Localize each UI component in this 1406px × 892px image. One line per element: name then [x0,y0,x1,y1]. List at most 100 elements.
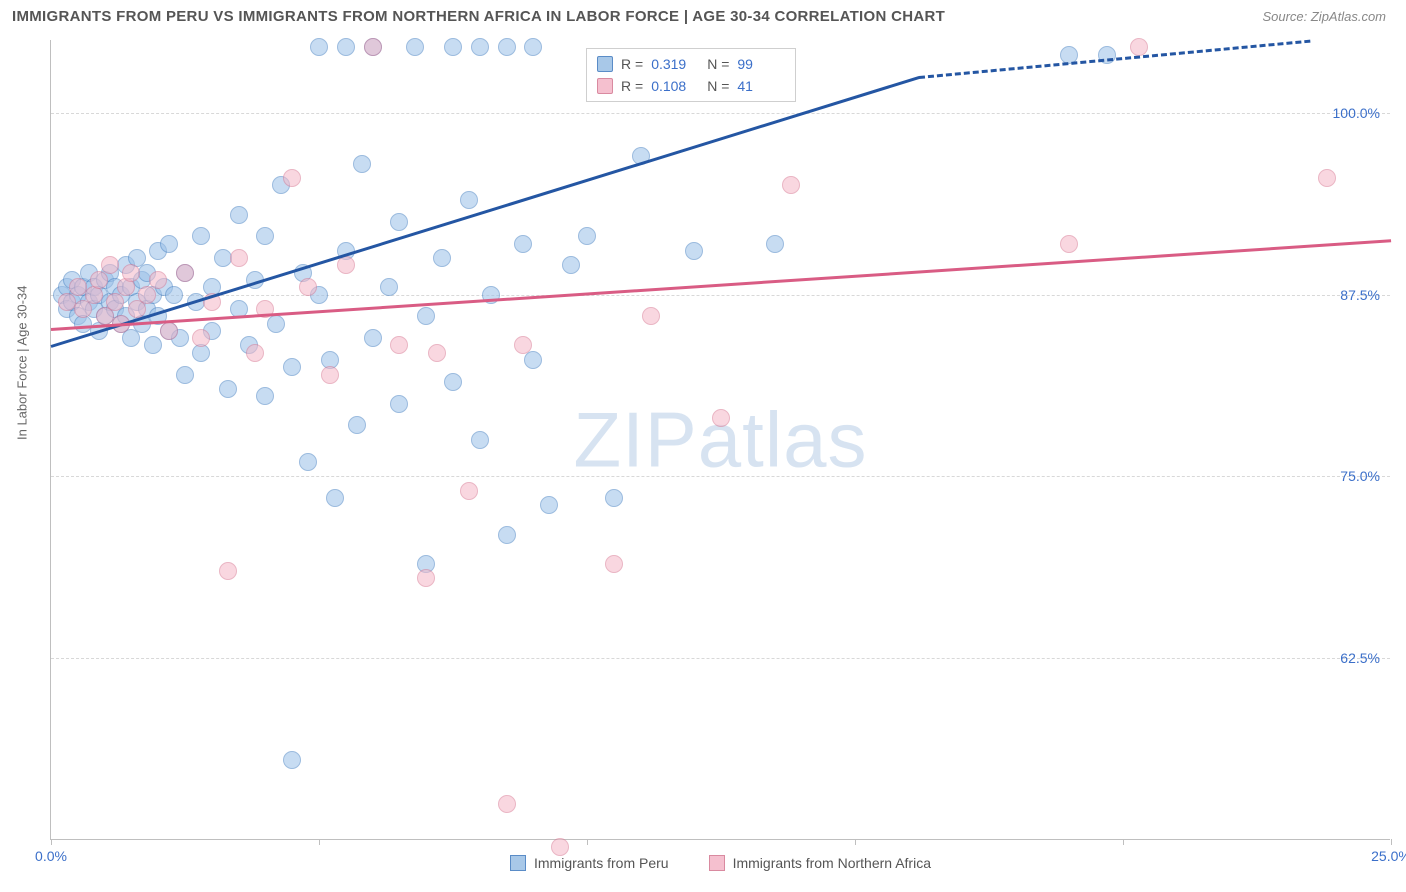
legend-item-b: Immigrants from Northern Africa [709,855,931,871]
data-point [326,489,344,507]
data-point [471,38,489,56]
n-value-b: 41 [737,75,785,97]
data-point [353,155,371,173]
ytick-label: 87.5% [1340,287,1380,303]
data-point [766,235,784,253]
data-point [256,387,274,405]
ytick-label: 62.5% [1340,650,1380,666]
xtick [855,839,856,845]
data-point [712,409,730,427]
legend-swatch-b [709,855,725,871]
plot-area: ZIPatlas R = 0.319 N = 99 R = 0.108 N = … [50,40,1390,840]
bottom-legend: Immigrants from Peru Immigrants from Nor… [51,855,1390,871]
stats-row-series-b: R = 0.108 N = 41 [597,75,785,97]
data-point [498,795,516,813]
y-axis-label: In Labor Force | Age 30-34 [15,286,30,440]
n-label: N = [707,53,729,75]
data-point [219,380,237,398]
data-point [176,264,194,282]
r-value-a: 0.319 [651,53,699,75]
data-point [337,256,355,274]
stats-row-series-a: R = 0.319 N = 99 [597,53,785,75]
chart-container: In Labor Force | Age 30-34 ZIPatlas R = … [30,40,1390,840]
data-point [390,213,408,231]
data-point [256,227,274,245]
legend-item-a: Immigrants from Peru [510,855,669,871]
data-point [1318,169,1336,187]
data-point [230,206,248,224]
data-point [498,526,516,544]
gridline [51,113,1390,114]
data-point [540,496,558,514]
data-point [460,482,478,500]
data-point [685,242,703,260]
data-point [433,249,451,267]
data-point [578,227,596,245]
xtick [587,839,588,845]
data-point [310,38,328,56]
data-point [160,235,178,253]
data-point [348,416,366,434]
data-point [283,358,301,376]
data-point [246,344,264,362]
data-point [551,838,569,856]
data-point [267,315,285,333]
data-point [605,489,623,507]
data-point [782,176,800,194]
data-point [498,38,516,56]
data-point [165,286,183,304]
xtick-label: 25.0% [1371,848,1406,864]
data-point [283,169,301,187]
data-point [471,431,489,449]
r-label: R = [621,53,643,75]
data-point [192,227,210,245]
xtick [1123,839,1124,845]
legend-swatch-a [510,855,526,871]
data-point [444,38,462,56]
gridline [51,295,1390,296]
legend-label-a: Immigrants from Peru [534,855,669,871]
gridline [51,658,1390,659]
data-point [417,307,435,325]
data-point [444,373,462,391]
data-point [605,555,623,573]
data-point [299,278,317,296]
data-point [176,366,194,384]
r-label-b: R = [621,75,643,97]
watermark: ZIPatlas [573,394,867,485]
data-point [1060,235,1078,253]
data-point [390,336,408,354]
data-point [192,329,210,347]
data-point [160,322,178,340]
n-label-b: N = [707,75,729,97]
data-point [364,38,382,56]
trend-line [919,40,1311,79]
stats-swatch-a [597,56,613,72]
data-point [460,191,478,209]
data-point [562,256,580,274]
xtick [51,839,52,845]
data-point [230,249,248,267]
data-point [101,256,119,274]
data-point [514,235,532,253]
data-point [524,351,542,369]
chart-title: IMMIGRANTS FROM PERU VS IMMIGRANTS FROM … [12,8,945,25]
data-point [321,366,339,384]
data-point [364,329,382,347]
data-point [122,264,140,282]
xtick [1391,839,1392,845]
xtick [319,839,320,845]
ytick-label: 100.0% [1333,105,1380,121]
data-point [283,751,301,769]
n-value-a: 99 [737,53,785,75]
gridline [51,476,1390,477]
xtick-label: 0.0% [35,848,67,864]
ytick-label: 75.0% [1340,468,1380,484]
data-point [1130,38,1148,56]
data-point [149,271,167,289]
data-point [380,278,398,296]
r-value-b: 0.108 [651,75,699,97]
source-attribution: Source: ZipAtlas.com [1262,9,1386,24]
data-point [642,307,660,325]
data-point [417,569,435,587]
